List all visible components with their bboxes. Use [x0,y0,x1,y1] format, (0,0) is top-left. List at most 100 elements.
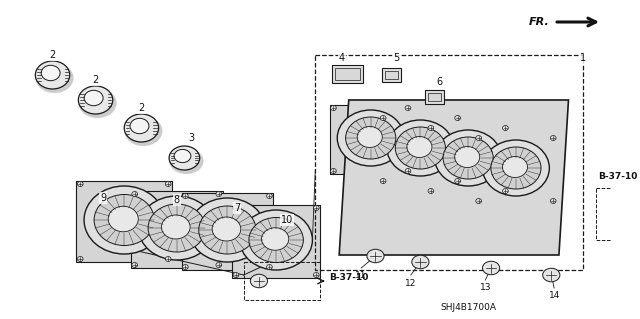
Ellipse shape [124,114,159,142]
Text: B-37-10: B-37-10 [329,273,368,283]
Ellipse shape [182,264,188,270]
Ellipse shape [455,115,461,121]
Ellipse shape [132,191,138,197]
Ellipse shape [346,117,396,159]
Ellipse shape [357,127,382,147]
Polygon shape [475,135,557,204]
Text: 5: 5 [394,53,399,63]
Ellipse shape [491,147,541,189]
Polygon shape [427,125,509,194]
Polygon shape [339,100,568,255]
Ellipse shape [233,272,239,278]
Ellipse shape [331,106,336,110]
Ellipse shape [412,255,429,269]
Ellipse shape [249,218,303,263]
Ellipse shape [212,217,241,241]
Polygon shape [76,181,172,262]
Bar [382,68,401,82]
Ellipse shape [267,194,272,198]
Text: 9: 9 [100,193,106,203]
Ellipse shape [35,61,70,89]
Ellipse shape [428,189,434,194]
Ellipse shape [138,196,215,260]
Ellipse shape [387,120,454,176]
Ellipse shape [84,186,164,254]
Ellipse shape [84,188,170,260]
Ellipse shape [250,274,268,288]
Polygon shape [182,193,273,270]
Ellipse shape [35,63,74,93]
Ellipse shape [337,112,410,172]
Ellipse shape [550,198,556,204]
Text: 3: 3 [188,133,194,143]
Text: 7: 7 [234,203,240,213]
Polygon shape [380,115,461,184]
Text: 8: 8 [173,195,180,205]
Ellipse shape [189,200,271,268]
Ellipse shape [396,127,445,169]
Ellipse shape [337,110,404,166]
Ellipse shape [407,137,432,158]
Ellipse shape [331,168,336,174]
Ellipse shape [502,125,508,130]
Ellipse shape [367,249,384,263]
Text: 2: 2 [138,103,145,113]
Ellipse shape [455,179,461,183]
Ellipse shape [380,179,386,183]
Ellipse shape [124,116,163,146]
Ellipse shape [94,195,154,246]
Ellipse shape [380,115,386,121]
Text: 13: 13 [479,284,491,293]
Bar [385,71,399,79]
Ellipse shape [405,168,411,174]
Bar [335,68,360,80]
Text: SHJ4B1700A: SHJ4B1700A [440,303,496,313]
Ellipse shape [314,205,319,211]
Ellipse shape [138,198,221,266]
Ellipse shape [623,216,640,232]
Ellipse shape [314,272,319,278]
Polygon shape [232,205,320,278]
Ellipse shape [435,130,502,186]
Ellipse shape [174,149,191,163]
Text: 10: 10 [280,215,292,225]
Ellipse shape [483,142,555,202]
Ellipse shape [161,215,190,239]
Ellipse shape [130,118,149,134]
Ellipse shape [77,256,83,262]
Ellipse shape [165,182,171,187]
Ellipse shape [216,191,221,197]
Ellipse shape [108,206,138,232]
Ellipse shape [543,268,560,282]
Ellipse shape [199,206,256,254]
Text: 4: 4 [339,53,345,63]
Ellipse shape [550,136,556,140]
Text: 2: 2 [92,75,99,85]
Ellipse shape [435,132,508,192]
Ellipse shape [84,90,103,106]
Ellipse shape [189,198,266,262]
Text: B-37-10: B-37-10 [598,172,637,181]
Text: 1: 1 [580,53,586,63]
Ellipse shape [240,210,312,270]
Text: FR.: FR. [529,17,549,27]
Ellipse shape [387,122,460,182]
Ellipse shape [169,148,204,174]
Bar [425,90,444,104]
Ellipse shape [267,264,272,270]
Ellipse shape [216,263,221,268]
Ellipse shape [78,88,116,118]
Polygon shape [330,105,412,174]
Ellipse shape [77,182,83,187]
Bar [428,93,442,101]
Ellipse shape [454,146,480,167]
Ellipse shape [502,189,508,194]
Ellipse shape [476,198,481,204]
Ellipse shape [169,146,200,170]
Ellipse shape [476,136,481,140]
Ellipse shape [262,228,289,250]
Ellipse shape [41,65,60,81]
Ellipse shape [182,194,188,198]
Ellipse shape [78,86,113,114]
Bar [333,65,363,83]
